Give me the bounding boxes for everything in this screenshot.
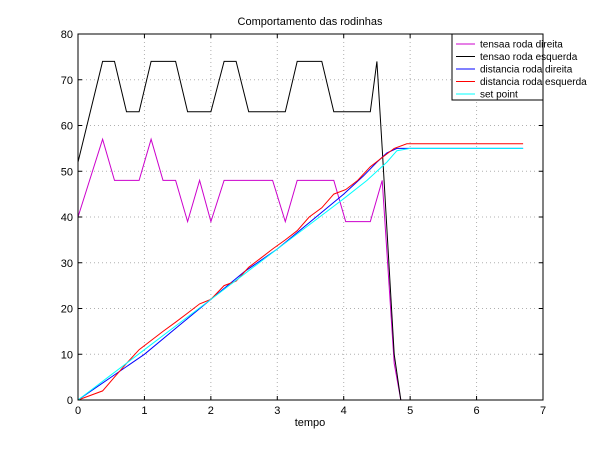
- series-line-1: [77, 137, 402, 401]
- legend-entry: tensaa roda direita: [480, 40, 563, 51]
- legend-entry: set point: [480, 90, 518, 101]
- y-tick-label: 60: [61, 121, 73, 133]
- x-tick-label: 2: [208, 405, 214, 417]
- series-lines: [77, 60, 524, 401]
- y-tick-label: 80: [61, 29, 73, 41]
- y-tick-label: 50: [61, 166, 73, 178]
- y-tick-label: 70: [61, 75, 73, 87]
- y-tick-label: 20: [61, 304, 73, 316]
- legend-entry: distancia roda direita: [480, 65, 573, 76]
- legend-entry: tensao roda esquerda: [480, 52, 578, 63]
- x-tick-label: 5: [407, 405, 413, 417]
- x-axis-label: tempo: [295, 417, 326, 429]
- y-tick-label: 30: [61, 258, 73, 270]
- grid-lines: [78, 34, 543, 400]
- legend-box: [451, 33, 544, 101]
- series-line-4: [77, 143, 524, 401]
- series-line-5: [77, 147, 524, 401]
- x-tick-label: 0: [75, 405, 81, 417]
- chart-title: Comportamento das rodinhas: [238, 16, 383, 28]
- x-tick-label: 7: [540, 405, 546, 417]
- y-tick-label: 10: [61, 349, 73, 361]
- x-tick-label: 3: [274, 405, 280, 417]
- x-tick-label: 4: [341, 405, 347, 417]
- y-tick-label: 0: [67, 395, 73, 407]
- legend-entry: distancia roda esquerda: [480, 77, 587, 88]
- series-line-3: [77, 147, 524, 401]
- series-line-2: [77, 60, 402, 401]
- y-tick-label: 40: [61, 212, 73, 224]
- x-tick-label: 6: [474, 405, 480, 417]
- x-tick-label: 1: [141, 405, 147, 417]
